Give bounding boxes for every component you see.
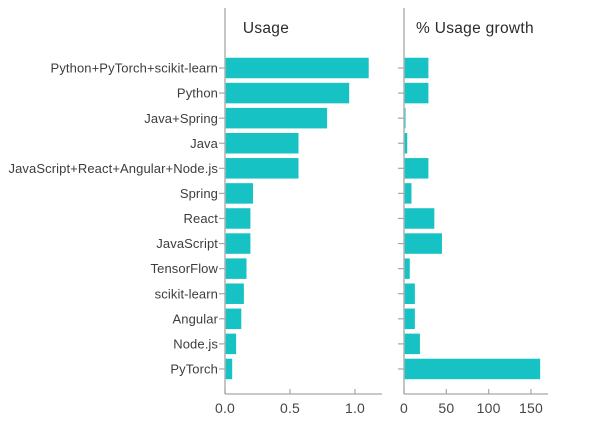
category-label: scikit-learn	[155, 286, 218, 301]
category-label: TensorFlow	[151, 261, 219, 276]
x-tick-label: 0.5	[280, 400, 300, 416]
growth-bar	[404, 283, 415, 304]
usage-bar	[225, 183, 253, 204]
usage-bar	[225, 358, 233, 380]
x-tick-label: 50	[438, 400, 454, 416]
usage-bar	[225, 308, 242, 330]
growth-bar	[404, 358, 541, 380]
category-label: Java	[190, 136, 219, 151]
usage-bar	[225, 233, 251, 254]
usage-bar	[225, 132, 299, 154]
growth-bar	[404, 132, 408, 154]
usage-bar	[225, 333, 237, 355]
x-tick-label: 0.0	[215, 400, 235, 416]
usage-bar	[225, 82, 350, 104]
category-label: Python	[177, 86, 218, 101]
left-chart-title: Usage	[243, 20, 289, 37]
right-chart-title: % Usage growth	[416, 20, 534, 37]
category-label: PyTorch	[170, 362, 218, 377]
usage-bar	[225, 283, 244, 304]
usage-bar	[225, 57, 369, 79]
growth-bar	[404, 107, 406, 129]
x-tick-label: 1.0	[345, 400, 365, 416]
category-label: JavaScript+React+Angular+Node.js	[8, 161, 218, 176]
usage-bar	[225, 208, 251, 229]
category-label: JavaScript	[156, 236, 218, 251]
category-label: Python+PyTorch+scikit-learn	[51, 61, 218, 76]
category-label: Node.js	[173, 336, 218, 351]
growth-bar	[404, 233, 442, 254]
category-label: React	[184, 211, 219, 226]
usage-bar	[225, 158, 299, 179]
x-tick-label: 150	[519, 400, 543, 416]
category-label: Spring	[180, 186, 218, 201]
growth-bar	[404, 258, 410, 279]
x-tick-label: 100	[477, 400, 501, 416]
growth-bar	[404, 208, 435, 229]
category-label: Angular	[172, 311, 218, 326]
x-tick-label: 0	[400, 400, 408, 416]
growth-bar	[404, 158, 429, 179]
growth-bar	[404, 57, 429, 79]
growth-bar	[404, 308, 415, 330]
usage-bar	[225, 107, 328, 129]
growth-bar	[404, 183, 412, 204]
usage-bar	[225, 258, 247, 279]
growth-bar	[404, 82, 429, 104]
category-label: Java+Spring	[144, 111, 218, 126]
growth-bar	[404, 333, 420, 355]
